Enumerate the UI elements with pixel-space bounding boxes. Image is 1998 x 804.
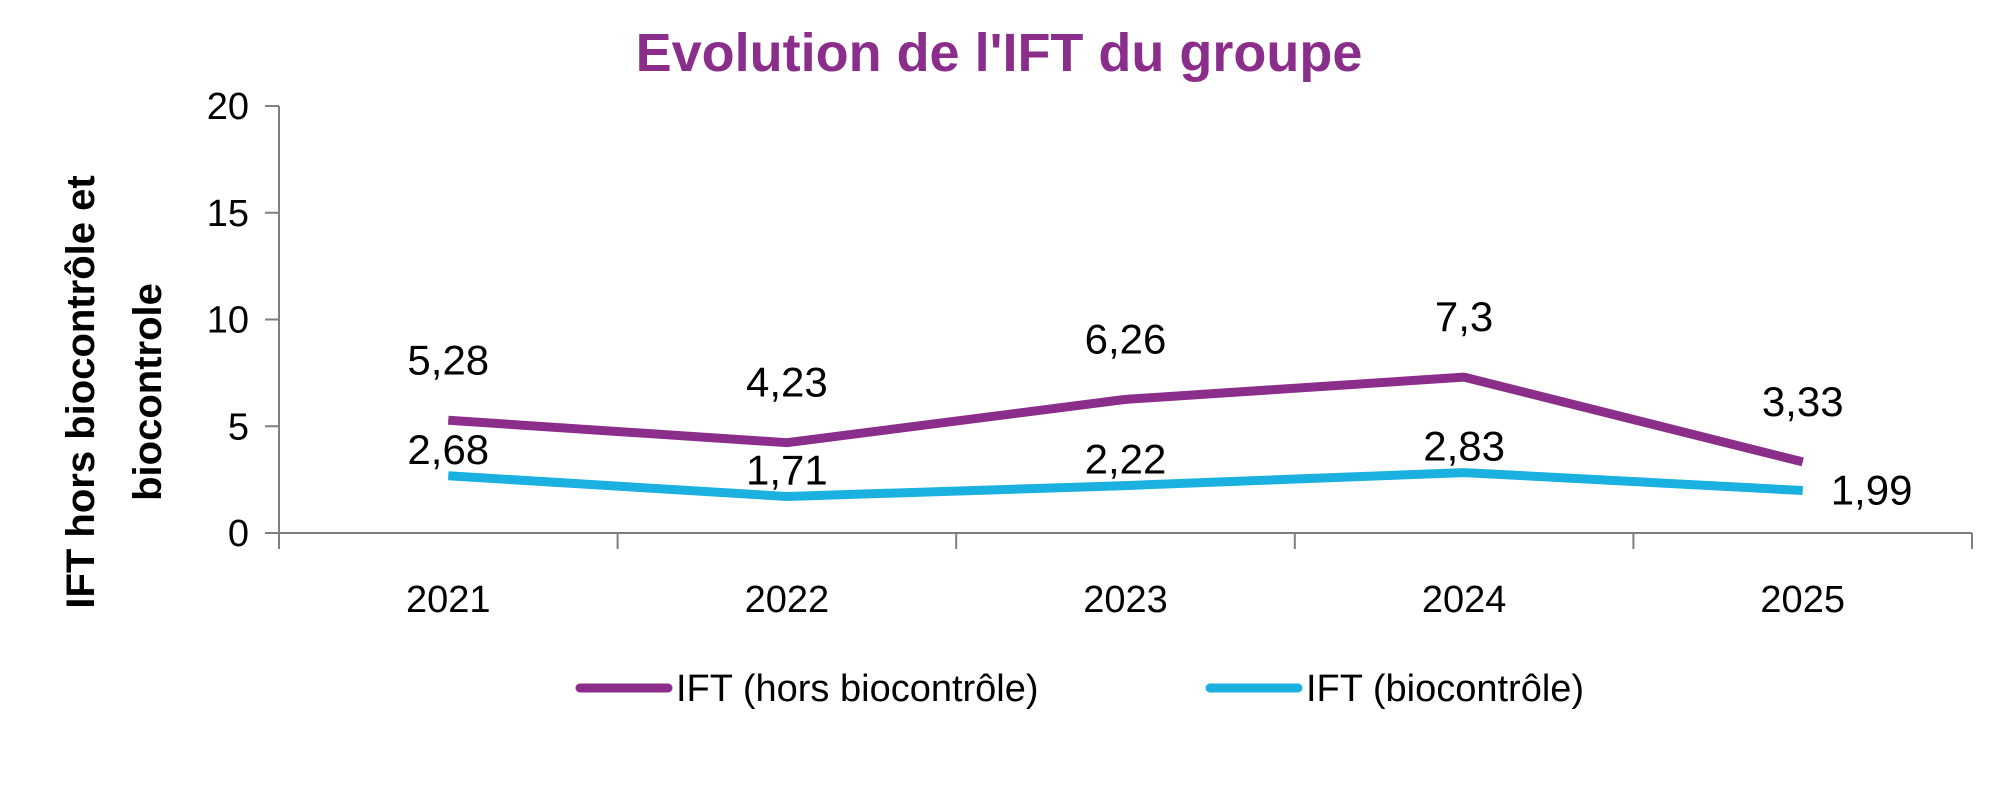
data-label: 2,83: [1423, 423, 1505, 470]
y-tick-label: 0: [228, 513, 249, 555]
y-axis-title-line1: IFT hors biocontrôle et: [59, 175, 103, 608]
x-tick-label: 2024: [1422, 579, 1507, 621]
x-tick-label: 2025: [1760, 579, 1845, 621]
y-tick-label: 20: [207, 86, 249, 128]
data-label: 2,22: [1085, 436, 1167, 483]
legend: IFT (hors biocontrôle) IFT (biocontrôle): [575, 668, 1584, 710]
legend-label: IFT (biocontrôle): [1306, 668, 1584, 710]
y-axis-title: IFT hors biocontrôle et biocontrole: [59, 175, 170, 608]
x-tick-label: 2023: [1083, 579, 1168, 621]
data-label: 1,99: [1831, 467, 1913, 514]
legend-label: IFT (hors biocontrôle): [676, 668, 1039, 710]
data-point: [1125, 485, 1126, 487]
y-tick-label: 15: [207, 193, 249, 235]
data-label: 6,26: [1085, 315, 1167, 362]
data-point: [1802, 461, 1804, 463]
data-point: [447, 475, 449, 477]
data-point: [786, 442, 788, 444]
data-label: 7,3: [1435, 293, 1493, 340]
axes: 0 5 10 15 20 2021 2022 2023 2024 2025: [207, 86, 1973, 621]
y-tick-label: 10: [207, 300, 249, 342]
data-label: 4,23: [746, 359, 828, 406]
data-point: [1463, 472, 1465, 474]
data-label: 1,71: [746, 446, 828, 493]
y-axis-title-line2: biocontrole: [126, 283, 170, 501]
data-label: 2,68: [407, 426, 489, 473]
x-tick-label: 2021: [406, 579, 491, 621]
data-labels: 5,28 4,23 6,26 7,3 3,33 2,68 1,71 2,22 2,83 1,99: [407, 293, 1912, 513]
data-label: 3,33: [1762, 378, 1844, 425]
data-point: [1802, 490, 1804, 492]
x-tick-label: 2022: [745, 579, 830, 621]
data-point: [786, 495, 788, 497]
chart-title: Evolution de l'IFT du groupe: [636, 23, 1363, 83]
data-label: 5,28: [407, 336, 489, 383]
data-point: [447, 419, 449, 421]
series-layer: [447, 372, 1804, 501]
y-tick-label: 5: [228, 406, 249, 448]
data-point: [1463, 376, 1465, 378]
data-point: [1125, 398, 1126, 400]
